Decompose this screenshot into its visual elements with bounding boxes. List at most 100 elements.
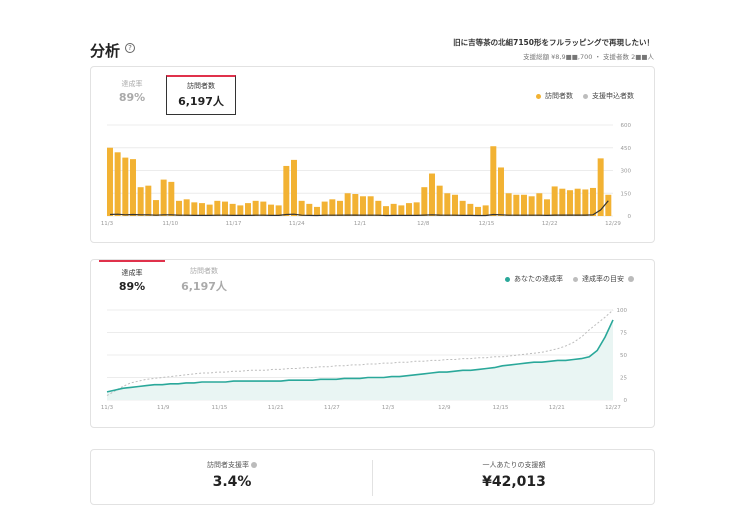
visitor-bar (122, 157, 129, 216)
legend-label: 訪問者数 (545, 92, 573, 100)
visitor-bar (352, 194, 359, 216)
visitor-bar (114, 152, 121, 216)
achievement-line-chart: 100 75 50 25 0 11/3 11/9 11/15 11/21 11/27 12/3 12/… (101, 308, 628, 411)
x-tick-label: 11/3 (101, 405, 114, 411)
visitor-bar (375, 200, 382, 216)
visitor-bar (482, 205, 489, 216)
y-tick-label: 75 (620, 331, 627, 337)
visitor-bar (505, 193, 512, 216)
y-tick-label: 0 (624, 398, 628, 404)
x-tick-label: 11/9 (157, 405, 170, 411)
visitor-bar (559, 188, 566, 216)
visitor-bar (398, 205, 405, 216)
info-icon[interactable] (628, 276, 634, 282)
tab-value: 89% (118, 280, 146, 293)
x-tick-label: 12/1 (354, 221, 366, 227)
visitors-chart-card: 達成率 89% 訪問者数 6,197人 訪問者数 支援申込者数 600 450 30… (90, 66, 655, 243)
tab-value: 89% (118, 91, 146, 104)
visitor-bar (314, 206, 320, 216)
x-tick-label: 12/27 (605, 405, 621, 411)
visitor-bar (275, 205, 282, 216)
legend-label: 支援申込者数 (592, 92, 634, 100)
visitor-bar (544, 199, 550, 216)
visitor-bar (574, 188, 581, 216)
project-stats: 支援総額 ¥8,9■■,700 ・ 支援者数 2■■人 (523, 53, 654, 61)
x-tick-label: 11/27 (324, 405, 340, 411)
visitor-bar (260, 201, 267, 216)
legend-label: 達成率の目安 (582, 275, 624, 283)
tab-visitors[interactable]: 訪問者数 6,197人 (169, 266, 239, 294)
visitor-bar (222, 201, 228, 216)
visitor-bar (475, 206, 481, 216)
visitor-bar (459, 200, 466, 216)
visitor-bar (283, 165, 290, 216)
visitor-bar (214, 200, 221, 216)
x-tick-label: 12/15 (479, 221, 495, 227)
divider (372, 460, 373, 496)
x-tick-label: 12/29 (605, 221, 621, 227)
legend-item-target-rate: 達成率の目安 (573, 274, 634, 284)
y-tick-label: 100 (617, 308, 628, 314)
x-tick-label: 11/15 (212, 405, 228, 411)
y-tick-label: 25 (620, 376, 627, 382)
x-tick-label: 12/3 (382, 405, 395, 411)
info-icon[interactable] (251, 462, 257, 468)
visitor-bar (367, 196, 374, 216)
visitor-bar (268, 204, 274, 216)
visitor-bar (145, 185, 152, 216)
visitor-bar (337, 200, 343, 216)
visitor-bar (436, 185, 443, 216)
metric-value: ¥42,013 (482, 474, 546, 490)
visitor-bar (413, 202, 420, 216)
visitor-bar (206, 204, 213, 216)
tab-label: 達成率 (121, 80, 143, 88)
your-rate-area (107, 319, 613, 400)
x-tick-label: 11/24 (289, 221, 305, 227)
visitor-bar (137, 187, 144, 216)
page-title: 分析 (90, 42, 121, 60)
help-icon[interactable]: ? (125, 43, 135, 53)
metric-value: 3.4% (212, 474, 252, 490)
visitor-bar (429, 173, 435, 216)
visitor-bar (245, 203, 251, 216)
visitor-bar (168, 181, 175, 216)
visitor-bar (467, 203, 474, 216)
legend-dot (583, 93, 588, 99)
visitor-bar (421, 187, 428, 216)
visitor-bar (513, 194, 520, 216)
tab-achievement-rate[interactable]: 達成率 89% (99, 260, 165, 296)
metric-avg-support: 一人あたりの支援額 ¥42,013 (373, 460, 655, 490)
x-tick-label: 12/22 (542, 221, 558, 227)
visitor-bar (582, 189, 589, 216)
visitor-bar (360, 196, 366, 216)
visitor-bar (130, 159, 136, 216)
visitor-bar (444, 193, 451, 216)
visitors-bar-chart: 600 450 300 150 0 11/3 11/10 11/17 11/24 12/1 12/8… (101, 123, 632, 227)
visitor-bar (452, 194, 458, 216)
supporter-line (109, 200, 609, 217)
achievement-chart-card: 達成率 89% 訪問者数 6,197人 あなたの達成率 達成率の目安 100 75… (90, 259, 655, 428)
project-summary: 旧に吉等茶の北組7150形をフルラッピングで再現したい！ 支援総額 ¥8,9■■… (453, 37, 654, 61)
metric-support-rate: 訪問者支援率 3.4% (91, 460, 373, 490)
visitor-bar (252, 200, 259, 216)
tab-visitors[interactable]: 訪問者数 6,197人 (166, 75, 236, 115)
visitor-bar (521, 194, 527, 216)
tab-achievement-rate[interactable]: 達成率 89% (109, 79, 155, 104)
visitor-bar (498, 167, 504, 216)
visitor-bar (536, 193, 543, 216)
visitor-bar (191, 202, 198, 216)
x-tick-label: 11/17 (226, 221, 242, 227)
target-rate-line (106, 309, 614, 396)
visitor-bar (153, 200, 159, 216)
x-tick-label: 11/3 (101, 221, 114, 227)
visitor-bar (291, 159, 297, 216)
visitor-bar (329, 199, 336, 216)
project-name[interactable]: 旧に吉等茶の北組7150形をフルラッピングで再現したい！ (453, 38, 654, 47)
tab-value: 6,197人 (178, 95, 224, 108)
x-tick-label: 11/10 (162, 221, 178, 227)
x-tick-label: 12/15 (493, 405, 509, 411)
visitor-bar (176, 200, 182, 216)
y-tick-label: 0 (628, 214, 632, 220)
visitor-bar (237, 205, 244, 216)
visitor-bar (229, 203, 236, 216)
